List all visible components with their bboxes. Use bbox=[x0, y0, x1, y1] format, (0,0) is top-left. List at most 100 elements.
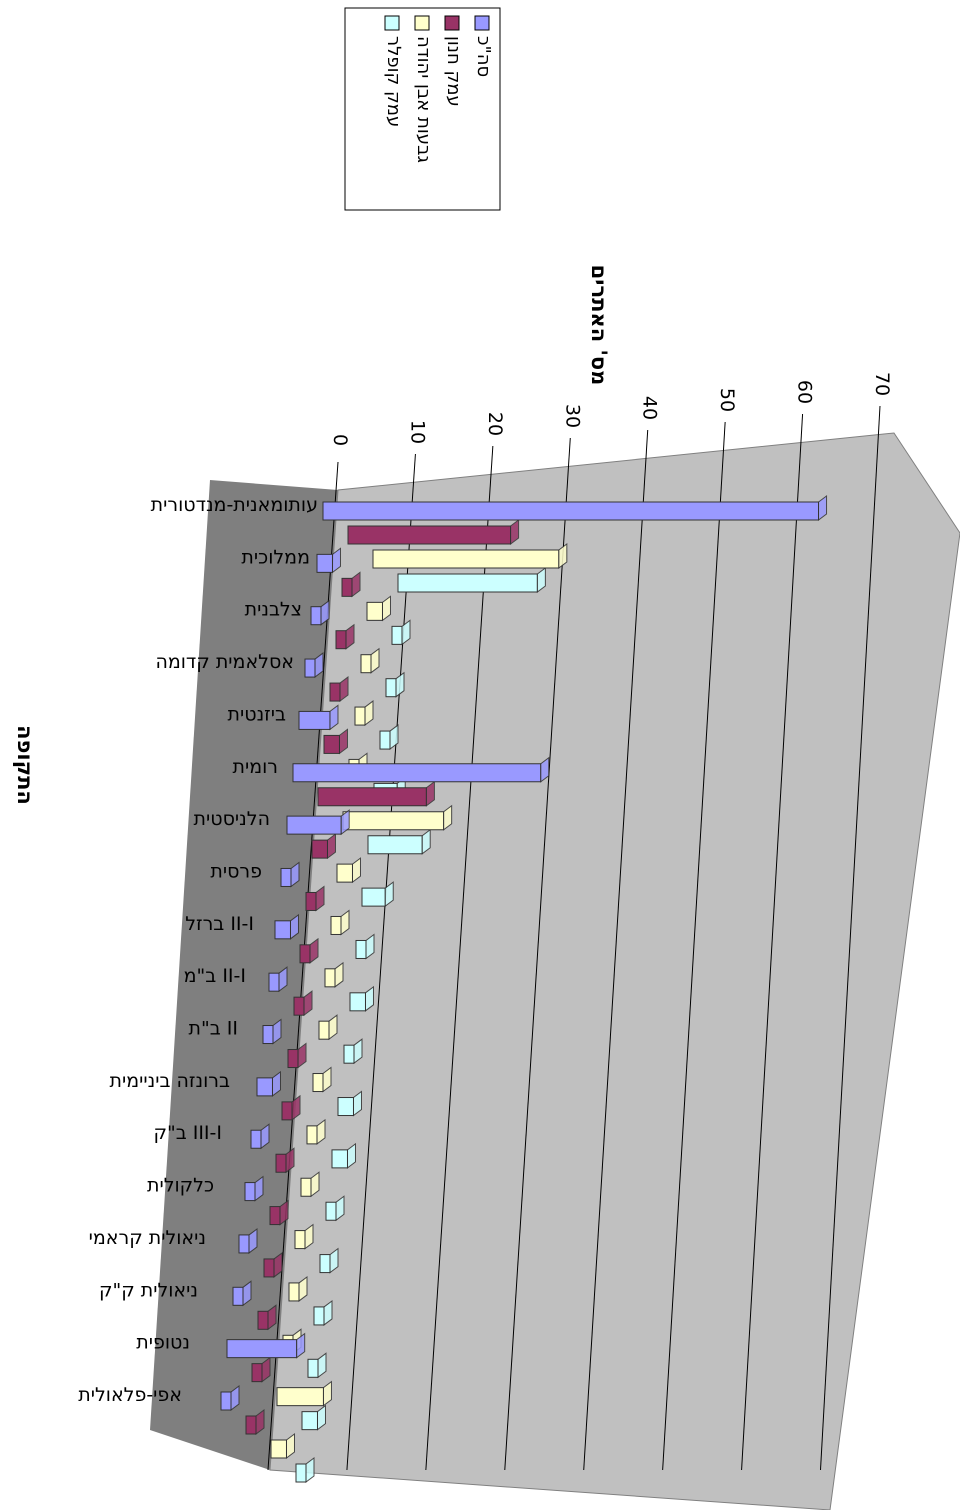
bar-end bbox=[381, 595, 391, 622]
bar bbox=[238, 1234, 250, 1254]
bar bbox=[232, 1286, 244, 1306]
value-tick-label: 40 bbox=[639, 396, 661, 420]
bar bbox=[319, 1254, 331, 1274]
category-label: ברזל II-I bbox=[185, 913, 254, 935]
bar-end bbox=[328, 1014, 338, 1041]
bar bbox=[335, 630, 347, 650]
bar-end bbox=[316, 1404, 326, 1431]
bar bbox=[311, 839, 328, 859]
bar bbox=[343, 1044, 355, 1064]
bar bbox=[286, 815, 342, 835]
gridline bbox=[583, 429, 649, 1471]
bars bbox=[220, 495, 828, 1483]
bar-end bbox=[540, 756, 550, 783]
category-axis-title: התקופה bbox=[13, 725, 37, 805]
value-tick-label: 70 bbox=[871, 372, 893, 396]
bar-end bbox=[421, 828, 431, 855]
bar bbox=[347, 525, 512, 545]
bar bbox=[316, 553, 333, 573]
legend-label: עמק חנון bbox=[443, 36, 464, 107]
bar bbox=[329, 682, 341, 702]
bar-end bbox=[335, 1195, 345, 1222]
bar bbox=[257, 1310, 269, 1330]
bar bbox=[367, 835, 423, 855]
bar-end bbox=[558, 543, 568, 569]
bar-end bbox=[316, 1118, 326, 1145]
bar-end bbox=[425, 780, 435, 807]
bar bbox=[317, 787, 427, 807]
bar-end bbox=[279, 1199, 289, 1226]
bar-end bbox=[353, 1038, 363, 1065]
bar bbox=[336, 863, 353, 883]
category-label: הלניסטית bbox=[194, 808, 270, 830]
legend-swatch bbox=[444, 15, 460, 31]
bar bbox=[304, 658, 316, 678]
bar bbox=[306, 1125, 318, 1145]
category-label: ממלוכית bbox=[241, 546, 310, 568]
bar bbox=[245, 1415, 257, 1435]
category-label: ב"ק III-I bbox=[153, 1122, 222, 1144]
gridline bbox=[267, 461, 339, 1471]
gridline bbox=[820, 405, 881, 1471]
bar-end bbox=[443, 804, 453, 831]
bar-end bbox=[351, 857, 361, 884]
bar-end bbox=[338, 728, 348, 755]
bar-end bbox=[331, 547, 341, 574]
bar bbox=[251, 1363, 263, 1383]
gridlines bbox=[267, 405, 881, 1471]
bar-end bbox=[303, 990, 313, 1017]
value-tick-label: 10 bbox=[406, 420, 428, 444]
bar bbox=[256, 1077, 273, 1097]
bar bbox=[318, 1020, 330, 1040]
legend-box bbox=[344, 7, 501, 211]
bar bbox=[323, 734, 340, 754]
category-label: עותומאנית-מנדטורית bbox=[151, 494, 318, 516]
category-label: רומית bbox=[232, 756, 278, 778]
bar-end bbox=[254, 1175, 264, 1202]
bar bbox=[305, 891, 317, 911]
bar-end bbox=[285, 1147, 295, 1174]
value-tick-label: 0 bbox=[329, 434, 351, 446]
bar-end bbox=[310, 1171, 320, 1198]
bar-end bbox=[320, 599, 330, 626]
bar bbox=[244, 1182, 256, 1202]
bar-end bbox=[339, 676, 349, 703]
legend-label: עמק קופלר bbox=[383, 36, 404, 127]
bar bbox=[281, 1101, 293, 1121]
category-label: ניאולית קראמי bbox=[89, 1227, 206, 1249]
bar-end bbox=[314, 652, 324, 679]
bar bbox=[349, 992, 366, 1012]
bar bbox=[331, 1149, 348, 1169]
bar-end bbox=[296, 1332, 306, 1359]
legend: סה"כ עמק חנון גבעות אבן יהודה עמק קופלר bbox=[344, 7, 501, 211]
category-labels: עותומאנית-מנדטורית ממלוכית צלבנית אסלאמית ק… bbox=[78, 494, 318, 1406]
bar bbox=[310, 606, 322, 626]
bar bbox=[298, 710, 331, 730]
gridline bbox=[346, 453, 416, 1471]
legend-label: גבעות אבן יהודה bbox=[413, 36, 434, 163]
bar-end bbox=[329, 704, 339, 731]
bar bbox=[322, 501, 820, 521]
bar bbox=[288, 1282, 300, 1302]
bar bbox=[354, 706, 366, 726]
bar-end bbox=[329, 1247, 339, 1274]
bar-end bbox=[351, 571, 361, 598]
bar-end bbox=[317, 1352, 327, 1379]
bar bbox=[274, 920, 291, 940]
bar-end bbox=[298, 1275, 308, 1302]
bar bbox=[324, 968, 336, 988]
bar-end bbox=[271, 1070, 281, 1097]
bar bbox=[295, 1463, 307, 1483]
bar-end bbox=[261, 1356, 271, 1383]
category-label: כלקולית bbox=[147, 1175, 214, 1197]
category-label: ב"ת II bbox=[189, 1018, 238, 1040]
bar bbox=[226, 1339, 298, 1359]
category-label: אפי-פלאולית bbox=[78, 1384, 182, 1406]
bar bbox=[287, 1049, 299, 1069]
bar-end bbox=[248, 1227, 258, 1254]
bar bbox=[275, 1153, 287, 1173]
bar-end bbox=[389, 724, 399, 751]
bar-end bbox=[255, 1409, 265, 1435]
bar bbox=[301, 1411, 318, 1431]
